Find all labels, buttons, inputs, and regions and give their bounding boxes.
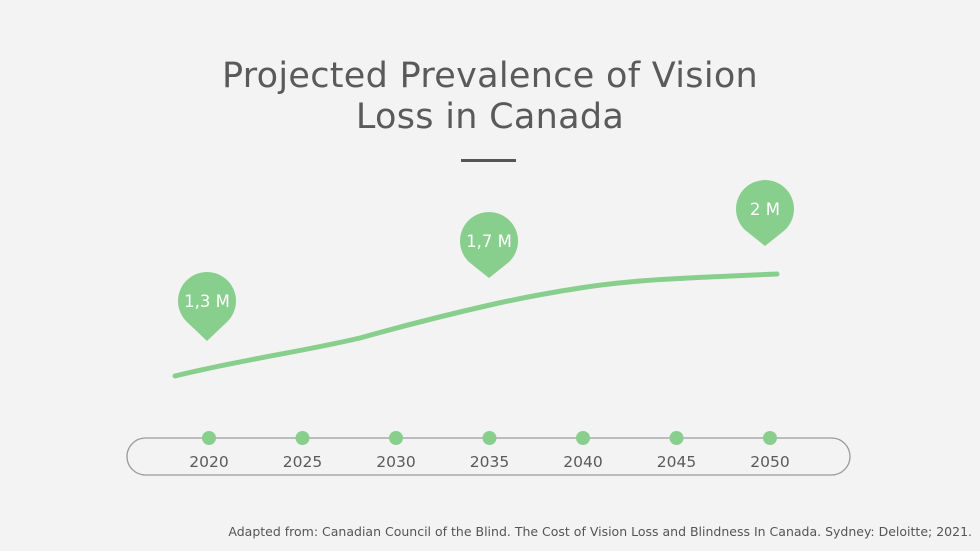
source-citation: Adapted from: Canadian Council of the Bl… <box>228 524 972 539</box>
year-tick-label: 2030 <box>376 453 415 471</box>
year-tick-label: 2020 <box>189 453 228 471</box>
value-pin-marker <box>736 180 795 246</box>
value-pin-label: 2 M <box>750 200 780 219</box>
value-pin-label: 1,7 M <box>466 232 512 251</box>
chart-title-line-2: Loss in Canada <box>355 97 625 137</box>
chart-title-line-1: Projected Prevalence of Vision <box>221 56 759 96</box>
year-marker-dot <box>389 431 403 445</box>
value-pin-marker <box>177 271 236 341</box>
year-marker-dot <box>295 431 310 445</box>
year-marker-dot <box>202 431 216 445</box>
value-pin-marker <box>459 211 518 278</box>
year-marker-dot <box>763 431 777 445</box>
year-marker-dot <box>576 431 590 445</box>
year-marker-dot <box>482 431 497 445</box>
value-pin-label: 1,3 M <box>184 292 230 311</box>
chart-title: Projected Prevalence of Vision Loss in C… <box>0 56 980 138</box>
year-tick-label: 2050 <box>750 453 789 471</box>
year-marker-dot <box>669 431 684 445</box>
title-divider <box>461 159 516 162</box>
year-tick-label: 2025 <box>283 453 322 471</box>
trend-line <box>172 271 780 379</box>
year-tick-label: 2045 <box>657 453 696 471</box>
year-tick-label: 2040 <box>563 453 602 471</box>
year-tick-label: 2035 <box>470 453 509 471</box>
